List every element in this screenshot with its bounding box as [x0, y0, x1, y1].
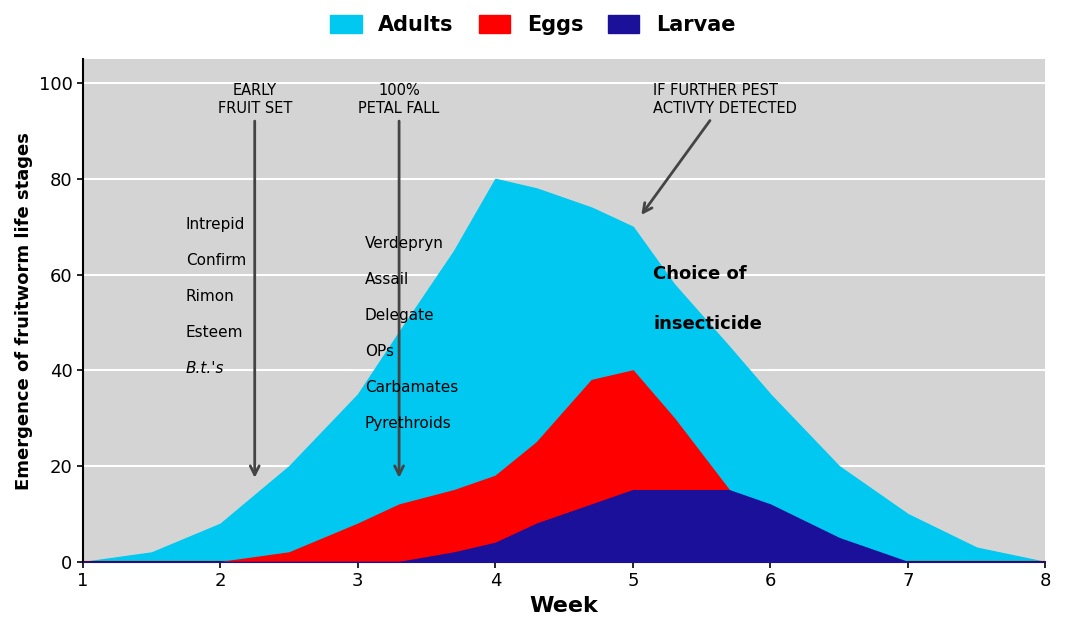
Y-axis label: Emergence of fruitworm life stages: Emergence of fruitworm life stages [15, 132, 33, 490]
X-axis label: Week: Week [530, 596, 598, 616]
Text: Esteem: Esteem [185, 325, 243, 340]
Text: B.t.'s: B.t.'s [185, 361, 225, 376]
Text: insecticide: insecticide [653, 316, 762, 333]
Text: OPs: OPs [365, 344, 393, 359]
Text: Assail: Assail [365, 273, 409, 287]
Text: Confirm: Confirm [185, 253, 246, 268]
Text: Pyrethroids: Pyrethroids [365, 416, 452, 431]
Text: Carbamates: Carbamates [365, 380, 458, 395]
Text: Rimon: Rimon [185, 289, 235, 304]
Text: Verdepryn: Verdepryn [365, 237, 443, 251]
Text: IF FURTHER PEST
ACTIVTY DETECTED: IF FURTHER PEST ACTIVTY DETECTED [643, 83, 797, 213]
Text: 100%
PETAL FALL: 100% PETAL FALL [358, 83, 439, 475]
Legend: Adults, Eggs, Larvae: Adults, Eggs, Larvae [326, 11, 740, 39]
Text: Delegate: Delegate [365, 308, 434, 323]
Text: Intrepid: Intrepid [185, 217, 245, 232]
Text: Choice of: Choice of [653, 265, 747, 283]
Text: EARLY
FRUIT SET: EARLY FRUIT SET [217, 83, 292, 475]
